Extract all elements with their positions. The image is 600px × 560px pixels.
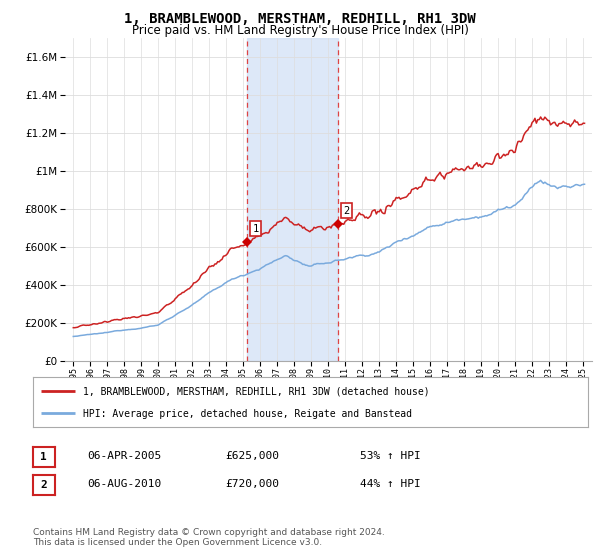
Text: £720,000: £720,000 (225, 479, 279, 489)
Text: 2: 2 (40, 480, 47, 490)
Text: 06-AUG-2010: 06-AUG-2010 (87, 479, 161, 489)
Text: 06-APR-2005: 06-APR-2005 (87, 451, 161, 461)
Text: Contains HM Land Registry data © Crown copyright and database right 2024.
This d: Contains HM Land Registry data © Crown c… (33, 528, 385, 547)
Text: 1, BRAMBLEWOOD, MERSTHAM, REDHILL, RH1 3DW: 1, BRAMBLEWOOD, MERSTHAM, REDHILL, RH1 3… (124, 12, 476, 26)
Bar (247, 38, 338, 361)
Text: 44% ↑ HPI: 44% ↑ HPI (360, 479, 421, 489)
Text: 1, BRAMBLEWOOD, MERSTHAM, REDHILL, RH1 3DW (detached house): 1, BRAMBLEWOOD, MERSTHAM, REDHILL, RH1 3… (83, 386, 430, 396)
Text: £625,000: £625,000 (225, 451, 279, 461)
Text: 1: 1 (40, 452, 47, 462)
Text: Price paid vs. HM Land Registry's House Price Index (HPI): Price paid vs. HM Land Registry's House … (131, 24, 469, 37)
Text: 2: 2 (343, 206, 349, 216)
Text: HPI: Average price, detached house, Reigate and Banstead: HPI: Average price, detached house, Reig… (83, 409, 412, 419)
Text: 53% ↑ HPI: 53% ↑ HPI (360, 451, 421, 461)
Text: 1: 1 (253, 224, 259, 234)
